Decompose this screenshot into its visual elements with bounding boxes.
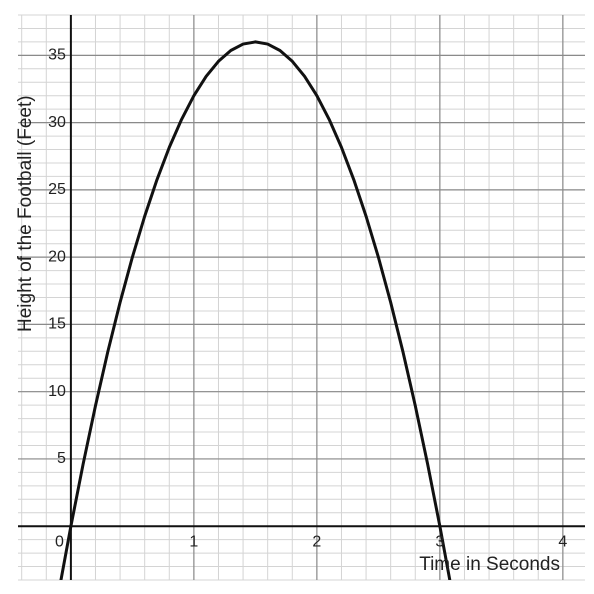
- x-tick-label: 4: [558, 533, 567, 550]
- y-tick-label: 20: [48, 248, 66, 265]
- x-axis-title: Time in Seconds: [419, 554, 560, 575]
- labels: 0 1 2 3 4 5 10 15 20 25 30 35 Time in Seconds Height …: [15, 47, 567, 575]
- y-tick-label: 25: [48, 181, 66, 198]
- x-tick-label: 3: [435, 533, 444, 550]
- y-tick-label: 30: [48, 114, 66, 131]
- y-tick-label: 10: [48, 383, 66, 400]
- y-tick-label: 15: [48, 316, 66, 333]
- x-tick-label: 2: [312, 533, 321, 550]
- y-tick-label: 35: [48, 47, 66, 64]
- curve: [59, 40, 452, 580]
- plot-area: [59, 40, 452, 580]
- x-tick-label: 0: [55, 533, 64, 550]
- y-axis-title: Height of the Football (Feet): [15, 95, 36, 332]
- grid: [18, 14, 585, 581]
- x-tick-label: 1: [189, 533, 198, 550]
- y-tick-label: 5: [57, 450, 66, 467]
